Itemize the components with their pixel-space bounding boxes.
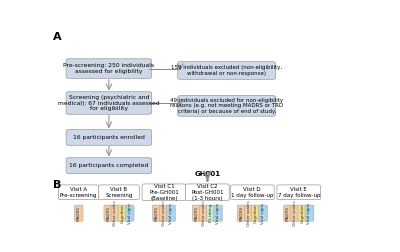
FancyBboxPatch shape bbox=[200, 205, 208, 221]
FancyBboxPatch shape bbox=[259, 205, 267, 221]
Text: Vital signs: Vital signs bbox=[308, 203, 312, 224]
FancyBboxPatch shape bbox=[167, 205, 175, 221]
FancyBboxPatch shape bbox=[178, 96, 276, 116]
FancyBboxPatch shape bbox=[99, 185, 139, 200]
FancyBboxPatch shape bbox=[104, 205, 113, 221]
FancyBboxPatch shape bbox=[111, 205, 120, 221]
Text: Screening (psychiatric and
medical): 67 individuals assessed
for eligibility: Screening (psychiatric and medical): 67 … bbox=[58, 95, 160, 111]
Text: Cognition: Cognition bbox=[120, 203, 124, 223]
Text: 16 participants completed: 16 participants completed bbox=[69, 163, 148, 168]
FancyBboxPatch shape bbox=[74, 205, 83, 221]
Text: Visit A
Pre-screening: Visit A Pre-screening bbox=[60, 187, 97, 198]
Text: Vital signs: Vital signs bbox=[261, 203, 265, 224]
FancyBboxPatch shape bbox=[277, 185, 321, 200]
FancyBboxPatch shape bbox=[178, 62, 276, 79]
Text: Visit B
Screening: Visit B Screening bbox=[105, 187, 133, 198]
FancyBboxPatch shape bbox=[66, 158, 152, 173]
FancyBboxPatch shape bbox=[291, 205, 300, 221]
FancyBboxPatch shape bbox=[230, 185, 274, 200]
Text: 49 individuals excluded for non-eligibility
reasons (e.g. not meeting MADRS or T: 49 individuals excluded for non-eligibil… bbox=[170, 98, 283, 114]
Text: A: A bbox=[53, 32, 62, 42]
Text: GH001: GH001 bbox=[194, 171, 220, 177]
Text: 159 individuals excluded (non-eligibility,
withdrawal or non-response): 159 individuals excluded (non-eligibilit… bbox=[171, 65, 282, 76]
FancyBboxPatch shape bbox=[58, 185, 99, 200]
FancyBboxPatch shape bbox=[186, 184, 229, 201]
Text: Visit D
1 day follow-up: Visit D 1 day follow-up bbox=[231, 187, 274, 198]
Text: Other scales: Other scales bbox=[114, 200, 118, 226]
FancyBboxPatch shape bbox=[206, 205, 215, 221]
Text: Other scales: Other scales bbox=[293, 200, 297, 226]
FancyBboxPatch shape bbox=[237, 205, 246, 221]
Text: Vital signs: Vital signs bbox=[128, 203, 132, 224]
Text: MADRS: MADRS bbox=[106, 206, 110, 220]
Text: MADRS: MADRS bbox=[286, 206, 290, 220]
Text: MADRS: MADRS bbox=[195, 206, 199, 220]
Text: Visit C2
Post-GH001
(1-3 hours): Visit C2 Post-GH001 (1-3 hours) bbox=[191, 184, 224, 201]
FancyBboxPatch shape bbox=[160, 205, 168, 221]
Text: Cognition: Cognition bbox=[254, 203, 258, 223]
Text: MADRS: MADRS bbox=[155, 206, 159, 220]
FancyBboxPatch shape bbox=[152, 205, 161, 221]
FancyBboxPatch shape bbox=[66, 130, 152, 145]
FancyBboxPatch shape bbox=[305, 205, 314, 221]
FancyBboxPatch shape bbox=[66, 59, 152, 78]
Text: Other scales: Other scales bbox=[162, 200, 166, 226]
FancyBboxPatch shape bbox=[192, 205, 201, 221]
Text: Pre-screening: 250 individuals
assessed for eligibility: Pre-screening: 250 individuals assessed … bbox=[64, 63, 154, 74]
Text: PL rating: PL rating bbox=[209, 204, 213, 222]
Text: Visit E
7 day follow-up: Visit E 7 day follow-up bbox=[278, 187, 320, 198]
FancyBboxPatch shape bbox=[142, 184, 186, 201]
Text: Vital signs: Vital signs bbox=[169, 203, 173, 224]
FancyBboxPatch shape bbox=[284, 205, 292, 221]
Text: B: B bbox=[53, 180, 62, 190]
FancyBboxPatch shape bbox=[252, 205, 260, 221]
FancyBboxPatch shape bbox=[298, 205, 307, 221]
FancyBboxPatch shape bbox=[118, 205, 127, 221]
Text: Vital signs: Vital signs bbox=[216, 203, 220, 224]
FancyBboxPatch shape bbox=[66, 92, 152, 114]
FancyBboxPatch shape bbox=[244, 205, 253, 221]
Text: 16 participants enrolled: 16 participants enrolled bbox=[73, 135, 145, 140]
Text: Visit C1
Pre-GH001
(Baseline): Visit C1 Pre-GH001 (Baseline) bbox=[149, 184, 179, 201]
Text: MADRS: MADRS bbox=[77, 206, 81, 220]
Text: MADRS: MADRS bbox=[240, 206, 244, 220]
Text: Other scales: Other scales bbox=[247, 200, 251, 226]
Text: Cognition: Cognition bbox=[300, 203, 304, 223]
FancyBboxPatch shape bbox=[214, 205, 222, 221]
Text: Other scales: Other scales bbox=[202, 200, 206, 226]
FancyBboxPatch shape bbox=[125, 205, 134, 221]
